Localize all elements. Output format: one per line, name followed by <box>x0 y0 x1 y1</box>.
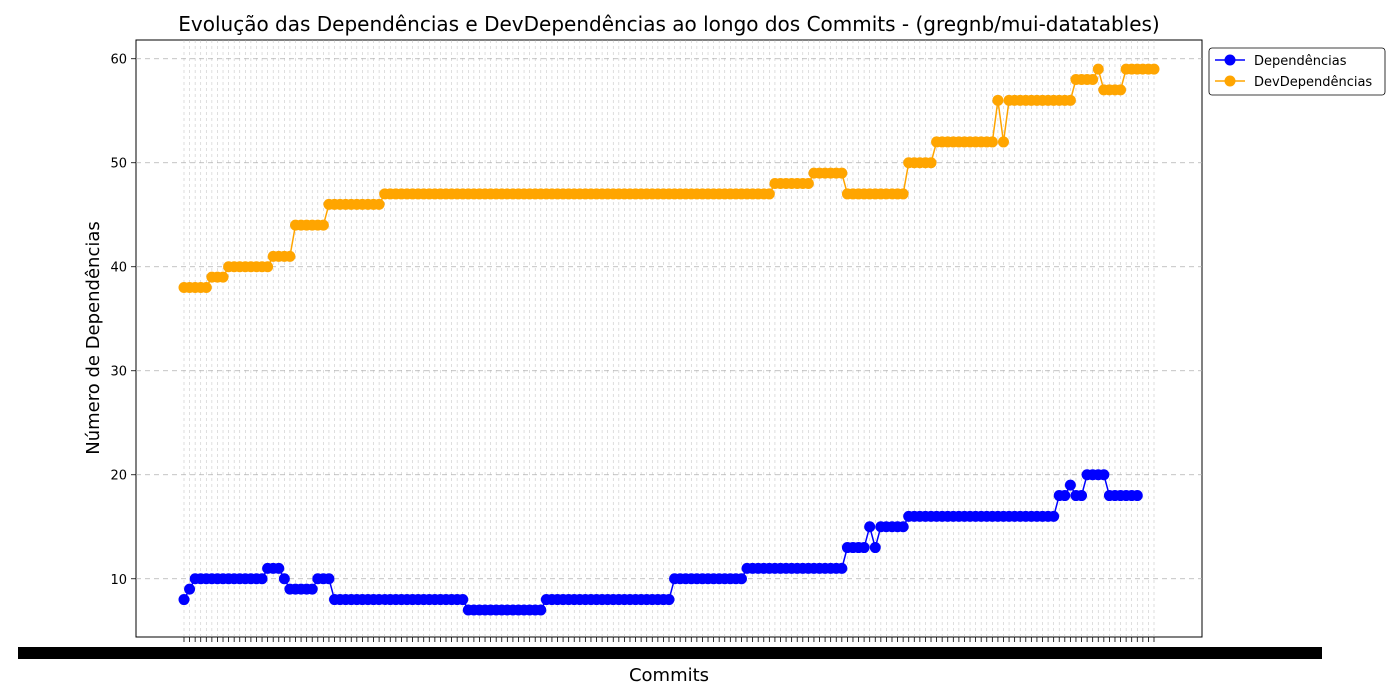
data-point <box>256 573 268 585</box>
data-point <box>864 521 876 533</box>
data-point <box>1064 94 1076 106</box>
plot-frame <box>135 39 1203 638</box>
data-point <box>178 594 190 606</box>
data-point <box>273 562 285 574</box>
data-point <box>836 167 848 179</box>
y-gridlines <box>136 58 1202 580</box>
data-point <box>306 583 318 595</box>
data-point <box>200 282 212 294</box>
data-point <box>1059 490 1071 502</box>
x-gridlines <box>183 40 1155 637</box>
data-point <box>992 94 1004 106</box>
data-point <box>1048 510 1060 522</box>
data-point <box>869 542 881 554</box>
data-point <box>284 250 296 262</box>
data-point <box>1148 63 1160 75</box>
y-axis: 10 20 30 40 50 60 <box>110 53 136 588</box>
y-axis-label: Número de Dependências <box>83 221 104 455</box>
legend-label-dependencias: Dependências <box>1254 54 1347 69</box>
data-point <box>323 573 335 585</box>
legend-label-devdependencias: DevDependências <box>1254 75 1372 90</box>
data-point <box>836 562 848 574</box>
data-point <box>457 594 469 606</box>
y-tick-label: 10 <box>110 573 127 588</box>
data-point <box>278 573 290 585</box>
data-point <box>897 188 909 200</box>
data-point <box>1087 74 1099 86</box>
x-tick-label-band <box>18 647 1322 659</box>
data-point <box>262 261 274 273</box>
legend-marker-devdependencias <box>1224 75 1236 87</box>
data-point <box>763 188 775 200</box>
y-tick-label: 30 <box>110 365 127 380</box>
x-axis <box>18 637 1322 659</box>
data-point <box>1092 63 1104 75</box>
series-devdependencias <box>178 63 1160 294</box>
data-point <box>925 157 937 169</box>
legend: Dependências DevDependências <box>1208 47 1386 96</box>
data-point <box>317 219 329 231</box>
data-point <box>1131 490 1143 502</box>
data-point <box>986 136 998 148</box>
series-line <box>183 474 1138 611</box>
data-point <box>1064 479 1076 491</box>
data-point <box>897 521 909 533</box>
y-tick-label: 50 <box>110 157 127 172</box>
y-tick-label: 40 <box>110 261 127 276</box>
data-point <box>217 271 229 283</box>
legend-box <box>1208 47 1386 96</box>
y-tick-label: 20 <box>110 469 127 484</box>
data-point <box>184 583 196 595</box>
series-dependencias <box>178 469 1143 616</box>
x-axis-label: Commits <box>629 665 709 686</box>
data-point <box>1076 490 1088 502</box>
data-point <box>997 136 1009 148</box>
data-point <box>373 198 385 210</box>
y-tick-label: 60 <box>110 53 127 68</box>
data-point <box>663 594 675 606</box>
data-point <box>858 542 870 554</box>
data-point <box>1098 469 1110 481</box>
data-point <box>535 604 547 616</box>
legend-marker-dependencias <box>1224 54 1236 66</box>
data-point <box>1115 84 1127 96</box>
data-point <box>735 573 747 585</box>
chart-title: Evolução das Dependências e DevDependênc… <box>178 12 1159 36</box>
series-layer <box>178 63 1160 616</box>
data-point <box>802 178 814 190</box>
